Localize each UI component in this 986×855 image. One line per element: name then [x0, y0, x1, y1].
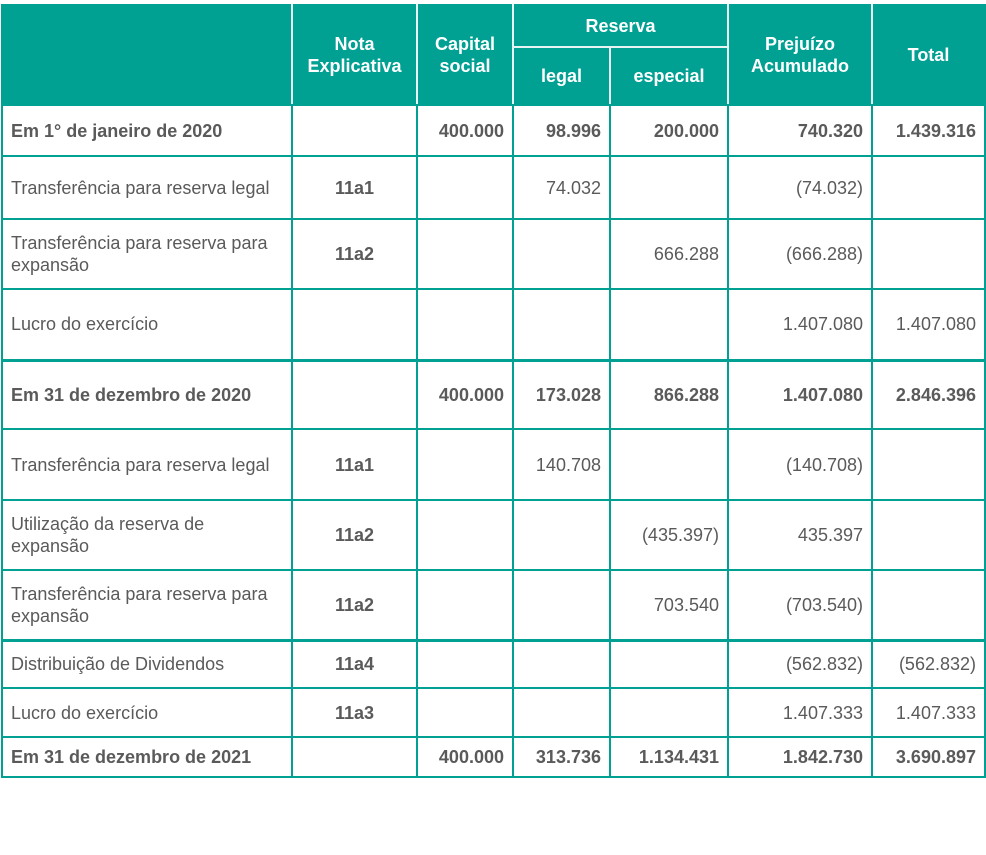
cell-capital	[416, 288, 514, 362]
cell-capital	[416, 569, 514, 642]
header-capital: Capital social	[416, 4, 514, 106]
table-row: Transferência para reserva para expansão…	[1, 569, 986, 642]
cell-total	[871, 155, 986, 220]
cell-prejuizo: 1.842.730	[727, 736, 873, 778]
cell-note	[291, 288, 418, 362]
cell-capital	[416, 639, 514, 689]
cell-reserva-especial	[609, 288, 729, 362]
cell-capital	[416, 155, 514, 220]
cell-total: 1.407.333	[871, 687, 986, 738]
cell-capital	[416, 218, 514, 290]
cell-note: 11a4	[291, 639, 418, 689]
table-header: Nota Explicativa Capital social Reserva …	[1, 4, 986, 106]
cell-prejuizo: 740.320	[727, 104, 873, 157]
cell-reserva-legal	[512, 499, 611, 571]
cell-reserva-legal	[512, 288, 611, 362]
table-row: Em 31 de dezembro de 2021 400.000 313.736 1…	[1, 736, 986, 778]
cell-prejuizo: (562.832)	[727, 639, 873, 689]
cell-description: Transferência para reserva para expansão	[1, 569, 293, 642]
cell-description: Lucro do exercício	[1, 288, 293, 362]
cell-note: 11a2	[291, 218, 418, 290]
cell-capital	[416, 499, 514, 571]
table-row: Transferência para reserva legal 11a1 140.…	[1, 428, 986, 501]
cell-description: Transferência para reserva legal	[1, 428, 293, 501]
cell-reserva-especial: 1.134.431	[609, 736, 729, 778]
header-reserva-legal: legal	[512, 46, 611, 106]
table-row: Transferência para reserva para expansão…	[1, 218, 986, 290]
cell-reserva-especial: 703.540	[609, 569, 729, 642]
cell-total: 1.439.316	[871, 104, 986, 157]
cell-total	[871, 218, 986, 290]
header-description	[1, 4, 293, 106]
cell-reserva-especial	[609, 687, 729, 738]
cell-reserva-especial: 200.000	[609, 104, 729, 157]
cell-note: 11a2	[291, 499, 418, 571]
cell-reserva-legal	[512, 639, 611, 689]
cell-reserva-legal: 74.032	[512, 155, 611, 220]
cell-capital: 400.000	[416, 359, 514, 430]
cell-prejuizo: 1.407.080	[727, 359, 873, 430]
cell-description: Em 31 de dezembro de 2021	[1, 736, 293, 778]
cell-prejuizo: 1.407.080	[727, 288, 873, 362]
cell-prejuizo: (703.540)	[727, 569, 873, 642]
cell-description: Em 31 de dezembro de 2020	[1, 359, 293, 430]
header-note: Nota Explicativa	[291, 4, 418, 106]
cell-description: Lucro do exercício	[1, 687, 293, 738]
header-reserva-group: Reserva	[512, 4, 729, 48]
cell-note: 11a3	[291, 687, 418, 738]
cell-total	[871, 569, 986, 642]
cell-reserva-legal	[512, 218, 611, 290]
table-row: Transferência para reserva legal 11a1 74.0…	[1, 155, 986, 220]
cell-note	[291, 104, 418, 157]
cell-prejuizo: 435.397	[727, 499, 873, 571]
cell-reserva-especial: 666.288	[609, 218, 729, 290]
cell-reserva-legal: 98.996	[512, 104, 611, 157]
cell-reserva-especial	[609, 155, 729, 220]
cell-reserva-especial	[609, 428, 729, 501]
cell-note: 11a1	[291, 155, 418, 220]
cell-capital: 400.000	[416, 736, 514, 778]
header-prejuizo: Prejuízo Acumulado	[727, 4, 873, 106]
header-total: Total	[871, 4, 986, 106]
cell-description: Distribuição de Dividendos	[1, 639, 293, 689]
cell-prejuizo: (74.032)	[727, 155, 873, 220]
cell-total	[871, 428, 986, 501]
table-row: Distribuição de Dividendos 11a4 (562.832)(…	[1, 639, 986, 689]
cell-note: 11a2	[291, 569, 418, 642]
table-row: Em 31 de dezembro de 2020 400.000 173.028 8…	[1, 359, 986, 430]
cell-total: 1.407.080	[871, 288, 986, 362]
cell-total: 3.690.897	[871, 736, 986, 778]
equity-changes-table: Nota Explicativa Capital social Reserva …	[1, 4, 986, 778]
cell-reserva-legal	[512, 569, 611, 642]
cell-description: Em 1° de janeiro de 2020	[1, 104, 293, 157]
cell-total: (562.832)	[871, 639, 986, 689]
table-row: Utilização da reserva de expansão 11a2 (43…	[1, 499, 986, 571]
table-body: Em 1° de janeiro de 2020 400.000 98.996 200…	[1, 104, 986, 778]
cell-note	[291, 736, 418, 778]
cell-description: Transferência para reserva legal	[1, 155, 293, 220]
cell-reserva-especial	[609, 639, 729, 689]
cell-reserva-legal: 313.736	[512, 736, 611, 778]
table-row: Lucro do exercício 1.407.080 1.407.080	[1, 288, 986, 362]
cell-total: 2.846.396	[871, 359, 986, 430]
cell-prejuizo: (140.708)	[727, 428, 873, 501]
cell-reserva-especial: (435.397)	[609, 499, 729, 571]
cell-reserva-legal: 173.028	[512, 359, 611, 430]
header-reserva-especial: especial	[609, 46, 729, 106]
cell-capital	[416, 687, 514, 738]
cell-reserva-legal	[512, 687, 611, 738]
cell-capital: 400.000	[416, 104, 514, 157]
cell-description: Utilização da reserva de expansão	[1, 499, 293, 571]
cell-prejuizo: 1.407.333	[727, 687, 873, 738]
cell-reserva-especial: 866.288	[609, 359, 729, 430]
cell-prejuizo: (666.288)	[727, 218, 873, 290]
cell-description: Transferência para reserva para expansão	[1, 218, 293, 290]
cell-note	[291, 359, 418, 430]
table-row: Em 1° de janeiro de 2020 400.000 98.996 200…	[1, 104, 986, 157]
table-row: Lucro do exercício 11a3 1.407.333 1.407.333	[1, 687, 986, 738]
cell-total	[871, 499, 986, 571]
cell-capital	[416, 428, 514, 501]
cell-reserva-legal: 140.708	[512, 428, 611, 501]
cell-note: 11a1	[291, 428, 418, 501]
